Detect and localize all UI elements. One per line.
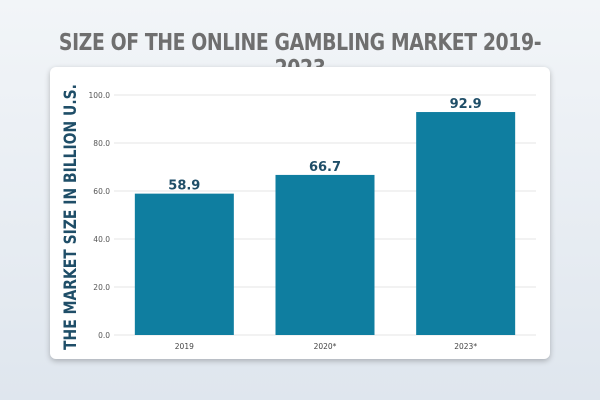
y-tick-label: 80.0 [93, 139, 110, 148]
y-tick-label: 40.0 [93, 235, 110, 244]
y-tick-label: 20.0 [93, 283, 110, 292]
y-tick-label: 100.0 [89, 91, 111, 100]
bar-2023* [416, 112, 516, 335]
bar-2020* [275, 174, 375, 335]
x-tick-label: 2020* [314, 342, 337, 351]
y-axis-label: THE MARKET SIZE IN BILLION U.S. [61, 84, 81, 350]
x-tick-label: 2023* [454, 342, 477, 351]
chart-card: 0.0 20.0 40.0 60.0 80.0 100.0 58.9 66.7 92.9 20… [50, 67, 550, 359]
data-label: 66.7 [309, 160, 341, 175]
data-label: 92.9 [450, 97, 482, 112]
bar-chart: 0.0 20.0 40.0 60.0 80.0 100.0 58.9 66.7 92.9 20… [61, 84, 536, 351]
y-tick-label: 0.0 [98, 331, 110, 340]
data-label: 58.9 [168, 179, 200, 194]
x-tick-label: 2019 [175, 342, 194, 351]
y-tick-label: 60.0 [93, 187, 110, 196]
bar-2019 [134, 193, 234, 335]
